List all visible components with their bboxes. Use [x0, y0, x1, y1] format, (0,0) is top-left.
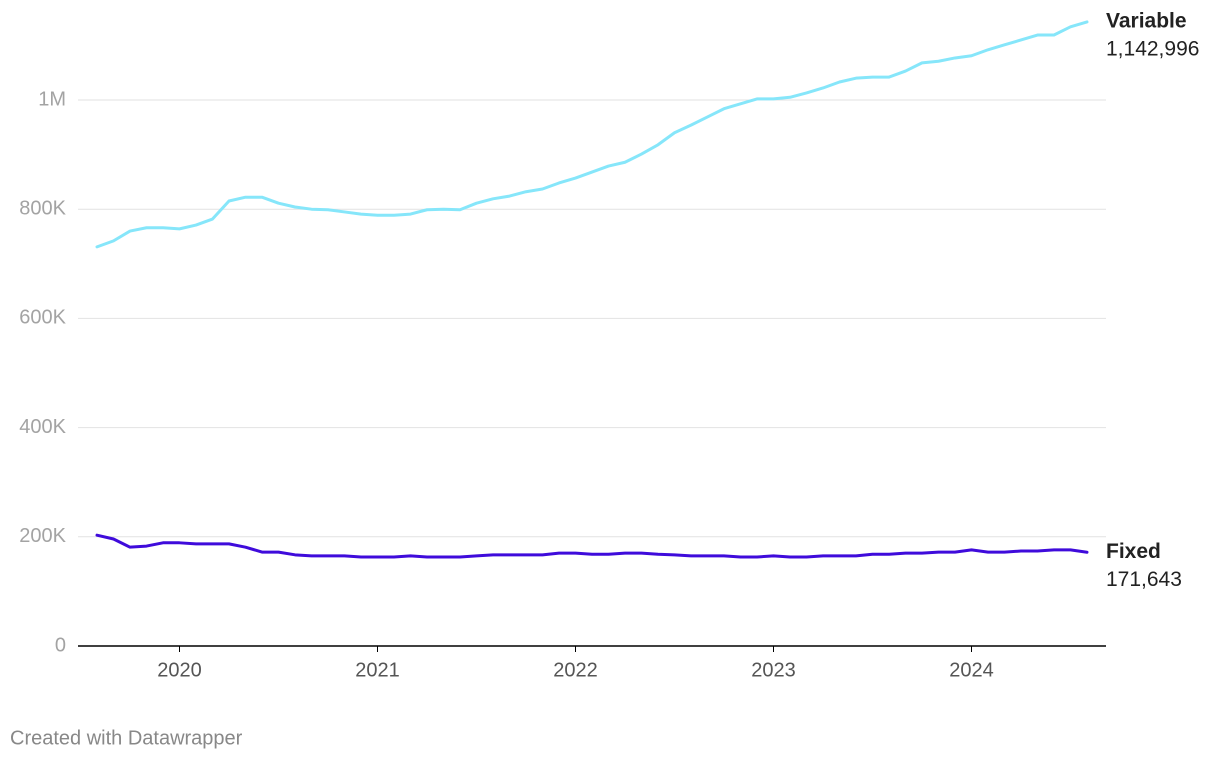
- y-tick-label: 0: [55, 634, 66, 656]
- x-tick-label: 2022: [553, 659, 598, 681]
- series-name: Fixed: [1106, 540, 1161, 563]
- x-tick-label: 2020: [157, 659, 202, 681]
- y-tick-label: 1M: [38, 88, 66, 110]
- credit: Created with Datawrapper: [10, 727, 243, 749]
- series-name: Variable: [1106, 9, 1187, 32]
- value-label: 171,643: [1106, 568, 1182, 591]
- x-tick-label: 2023: [751, 659, 796, 681]
- y-tick-label: 600K: [19, 307, 66, 329]
- value-label: 1,142,996: [1106, 37, 1199, 60]
- y-tick-label: 200K: [19, 525, 66, 547]
- y-tick-label: 800K: [19, 197, 66, 219]
- series-line: [95, 533, 1089, 559]
- series-line: [95, 20, 1089, 249]
- y-tick-label: 400K: [19, 416, 66, 438]
- x-tick-label: 2021: [355, 659, 400, 681]
- x-tick-label: 2024: [949, 659, 994, 681]
